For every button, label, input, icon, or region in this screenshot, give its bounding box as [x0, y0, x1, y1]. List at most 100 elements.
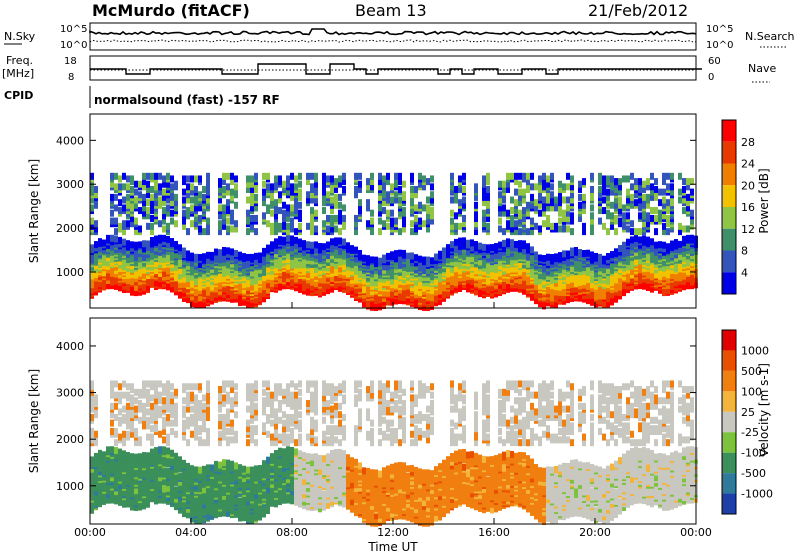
velocity-cell	[90, 394, 94, 402]
power-cell	[334, 185, 338, 193]
power-cell	[142, 183, 146, 191]
power-cell	[498, 209, 502, 217]
power-cell	[90, 284, 94, 292]
power-cell	[626, 212, 630, 220]
power-cell	[154, 239, 158, 247]
power-cell	[262, 253, 266, 261]
power-cell	[390, 251, 394, 259]
power-cell	[514, 178, 518, 186]
power-cell	[610, 272, 614, 280]
power-cell	[658, 241, 662, 249]
power-cell	[682, 178, 686, 186]
power-cell	[514, 172, 518, 180]
power-cell	[518, 199, 522, 207]
power-cell	[574, 247, 578, 255]
power-cell	[178, 244, 182, 252]
power-cell	[90, 256, 94, 264]
power-cell	[518, 240, 522, 248]
power-cell	[194, 294, 198, 302]
power-cell	[514, 188, 518, 196]
power-cell	[342, 214, 346, 222]
power-cell	[622, 204, 626, 212]
power-cell	[634, 199, 638, 207]
power-cell	[618, 274, 622, 282]
power-cell	[690, 217, 694, 225]
power-cell	[446, 265, 450, 273]
power-cell	[526, 183, 530, 191]
power-cell	[446, 275, 450, 283]
power-cell	[566, 172, 570, 180]
power-cell	[334, 201, 338, 209]
power-cell	[202, 253, 206, 261]
power-cell	[654, 228, 658, 236]
power-cell	[194, 214, 198, 222]
power-cell	[330, 283, 334, 291]
power-cell	[290, 235, 294, 243]
power-cell	[674, 265, 678, 273]
power-cell	[278, 280, 282, 288]
power-cell	[378, 275, 382, 283]
power-cell	[650, 283, 654, 291]
power-cell	[306, 241, 310, 249]
power-cell	[414, 225, 418, 233]
power-cell	[138, 180, 142, 188]
power-cell	[274, 175, 278, 183]
power-cell	[606, 209, 610, 217]
power-cell	[178, 279, 182, 287]
power-cell	[530, 262, 534, 270]
power-cell	[290, 244, 294, 252]
power-cell	[682, 196, 686, 204]
power-cell	[130, 214, 134, 222]
power-cell	[282, 220, 286, 228]
power-cell	[462, 172, 466, 180]
cpid-label: CPID	[4, 89, 33, 102]
power-cell	[102, 246, 106, 254]
power-cell	[150, 207, 154, 215]
power-cell	[182, 275, 186, 283]
power-cell	[130, 220, 134, 228]
power-cell	[418, 262, 422, 270]
power-cell	[206, 295, 210, 303]
power-cell	[262, 172, 266, 180]
power-cell	[246, 228, 250, 236]
power-cell	[654, 178, 658, 186]
power-cell	[622, 212, 626, 220]
power-cell	[138, 241, 142, 249]
power-cell	[486, 222, 490, 230]
power-cell	[94, 269, 98, 277]
power-cell	[290, 225, 294, 233]
power-cell	[470, 270, 474, 278]
power-cell	[94, 225, 98, 233]
power-cell	[138, 191, 142, 199]
power-cell	[426, 217, 430, 225]
power-cell	[402, 225, 406, 233]
power-cell	[254, 214, 258, 222]
power-cell	[374, 300, 378, 308]
power-cell	[134, 246, 138, 254]
power-cell	[574, 273, 578, 281]
power-cell	[298, 250, 302, 258]
power-cell	[538, 193, 542, 201]
power-cell	[314, 172, 318, 180]
power-cell	[654, 266, 658, 274]
power-cell	[554, 295, 558, 303]
power-cell	[398, 196, 402, 204]
power-cell	[222, 217, 226, 225]
power-cell	[518, 259, 522, 267]
power-cell	[538, 209, 542, 217]
power-cell	[262, 212, 266, 220]
power-cell	[190, 196, 194, 204]
power-cell	[162, 217, 166, 225]
power-cell	[546, 196, 550, 204]
power-cell	[322, 185, 326, 193]
power-cell	[286, 222, 290, 230]
power-cell	[114, 217, 118, 225]
power-cell	[662, 241, 666, 249]
power-cell	[414, 214, 418, 222]
nsky-tick-top: 10^5	[60, 24, 87, 35]
power-cell	[118, 284, 122, 292]
power-cell	[338, 209, 342, 217]
power-cell	[690, 188, 694, 196]
y-tick-label: 2000	[56, 222, 84, 235]
power-cell	[654, 278, 658, 286]
